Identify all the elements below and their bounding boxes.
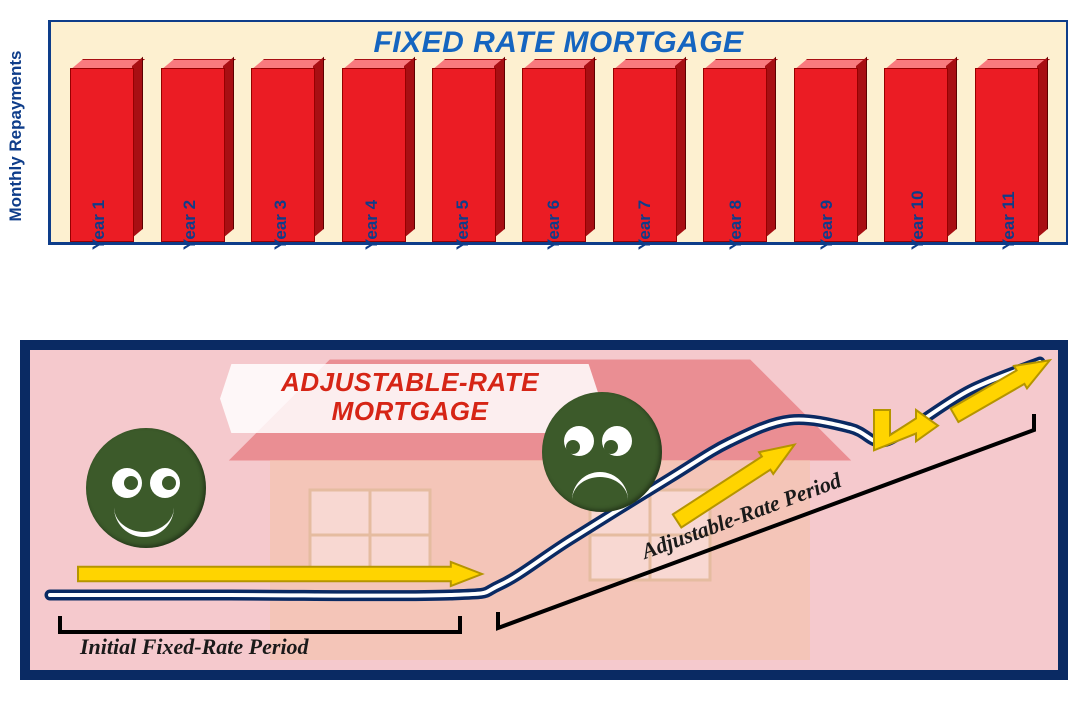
adjustable-rate-title-box: ADJUSTABLE-RATE MORTGAGE: [220, 364, 600, 433]
adjustable-rate-panel: ADJUSTABLE-RATE MORTGAGE Initial Fixed-R…: [20, 340, 1068, 680]
x-axis-label: Year 5: [431, 246, 503, 320]
y-axis-label: Monthly Repayments: [6, 51, 26, 222]
fixed-rate-panel: Monthly Repayments FIXED RATE MORTGAGE Y…: [20, 20, 1068, 320]
happy-face-icon: [86, 428, 206, 548]
x-axis-label: Year 4: [340, 246, 412, 320]
x-axis-label: Year 2: [158, 246, 230, 320]
sad-face-icon: [542, 392, 662, 512]
x-axis-labels: Year 1 Year 2 Year 3 Year 4 Year 5 Year 6 Year…: [58, 246, 1058, 320]
x-axis-label: Year 3: [249, 246, 321, 320]
fixed-rate-title: FIXED RATE MORTGAGE: [373, 26, 743, 60]
fixed-period-label: Initial Fixed-Rate Period: [80, 634, 309, 660]
x-axis-label: Year 10: [886, 246, 958, 320]
adjustable-rate-title-line2: MORTGAGE: [240, 397, 580, 426]
x-axis-label: Year 7: [613, 246, 685, 320]
adjustable-rate-title-line1: ADJUSTABLE-RATE: [240, 368, 580, 397]
x-axis-label: Year 9: [795, 246, 867, 320]
x-axis-label: Year 8: [704, 246, 776, 320]
x-axis-label: Year 1: [67, 246, 139, 320]
x-axis-label: Year 6: [522, 246, 594, 320]
x-axis-label: Year 11: [977, 246, 1049, 320]
